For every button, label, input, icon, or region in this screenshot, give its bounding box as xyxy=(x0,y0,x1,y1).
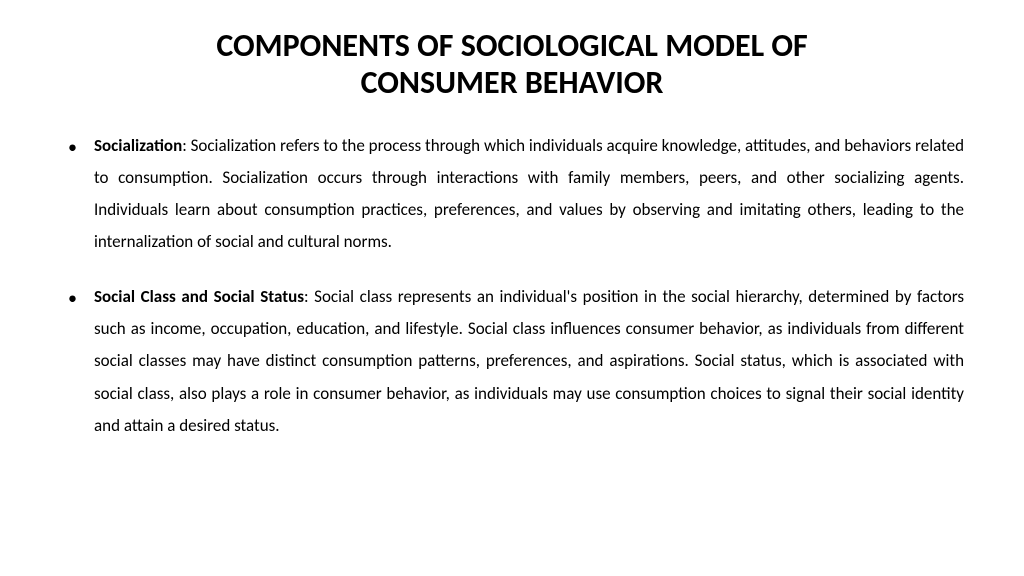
title-line-1: COMPONENTS OF SOCIOLOGICAL MODEL OF xyxy=(216,26,807,65)
bullet-text: : Social class represents an individual'… xyxy=(94,286,964,436)
bullet-text: : Socialization refers to the process th… xyxy=(94,135,964,253)
title-line-2: CONSUMER BEHAVIOR xyxy=(361,63,664,102)
bullet-label: Socialization xyxy=(94,135,182,156)
bullet-list: Socialization: Socialization refers to t… xyxy=(60,130,964,443)
list-item: Social Class and Social Status: Social c… xyxy=(60,281,964,442)
slide-title: COMPONENTS OF SOCIOLOGICAL MODEL OF CONS… xyxy=(60,28,964,102)
list-item: Socialization: Socialization refers to t… xyxy=(60,130,964,259)
bullet-label: Social Class and Social Status xyxy=(94,286,304,307)
